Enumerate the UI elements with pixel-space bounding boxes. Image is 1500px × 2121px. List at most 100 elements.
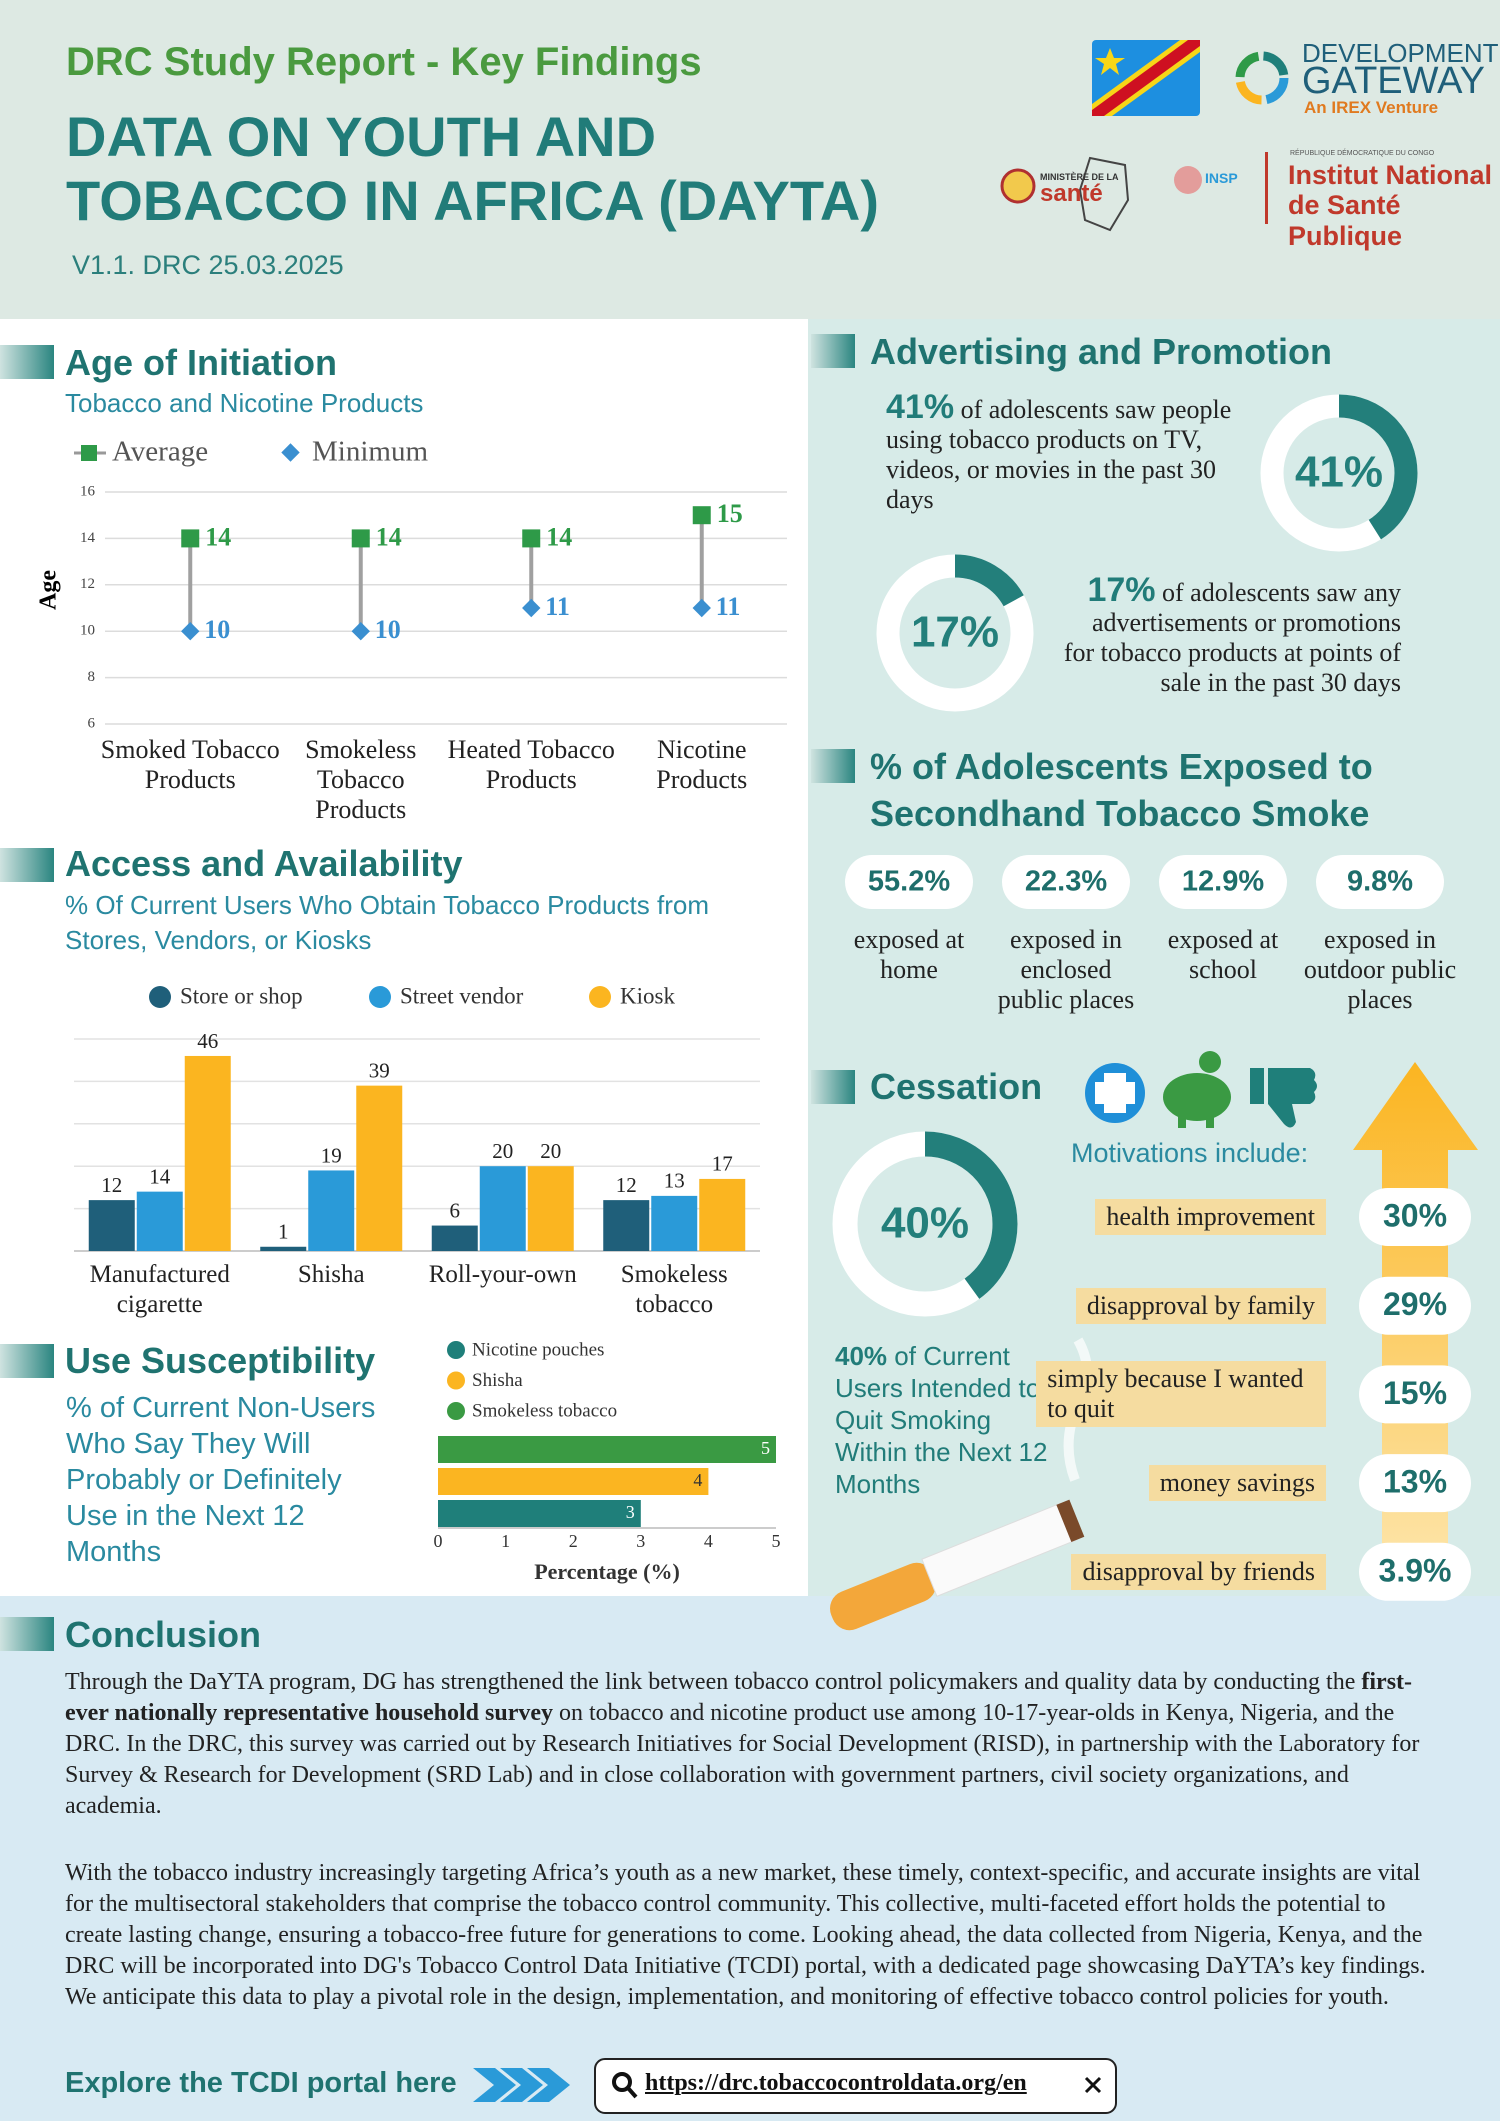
section-subtitle: Tobacco and Nicotine Products bbox=[65, 388, 424, 418]
section-marker bbox=[0, 848, 54, 882]
health-icon bbox=[1085, 1063, 1145, 1123]
data-label: 14 bbox=[546, 522, 572, 551]
y-tick-label: 8 bbox=[88, 669, 96, 685]
data-label: 14 bbox=[376, 522, 402, 551]
data-label: 10 bbox=[204, 615, 230, 644]
stat-text: 17% of adolescents saw any advertisement… bbox=[1059, 573, 1401, 698]
data-label: 6 bbox=[450, 1198, 461, 1222]
stat-value: 40% bbox=[835, 1341, 888, 1371]
data-label: 39 bbox=[369, 1058, 390, 1082]
x-tick-label: 5 bbox=[772, 1531, 781, 1551]
average-marker bbox=[522, 529, 541, 548]
version: V1.1. DRC 25.03.2025 bbox=[72, 250, 344, 280]
drc-flag bbox=[1092, 40, 1200, 116]
stat-value: 12.9% bbox=[1182, 866, 1264, 898]
bar bbox=[603, 1200, 650, 1251]
legend-symbol bbox=[369, 986, 391, 1008]
section-marker bbox=[811, 334, 855, 368]
cigarette bbox=[830, 1499, 1085, 1631]
search-icon bbox=[612, 2072, 632, 2092]
motivation-label: simply because I wanted to quit bbox=[1036, 1361, 1326, 1428]
data-label: 11 bbox=[716, 592, 741, 621]
stat-desc: exposed in enclosed public places bbox=[997, 925, 1135, 1014]
stat-desc: exposed at school bbox=[1167, 925, 1279, 984]
legend-label: Shisha bbox=[472, 1370, 523, 1391]
bar bbox=[699, 1178, 746, 1251]
left-panel bbox=[0, 319, 808, 1596]
main-title: DATA ON YOUTH AND bbox=[66, 105, 657, 168]
motivation-label: health improvement bbox=[1095, 1199, 1326, 1235]
x-tick-label: Smokeless tobacco bbox=[620, 1261, 728, 1318]
legend-label: Minimum bbox=[312, 436, 428, 468]
legend-label: Street vendor bbox=[400, 983, 524, 1008]
search-icon bbox=[626, 2086, 638, 2099]
stat-desc: exposed in outdoor public places bbox=[1303, 925, 1457, 1014]
url-box[interactable] bbox=[594, 2058, 1117, 2114]
pct-label: 30% bbox=[1383, 1197, 1447, 1233]
data-label: 11 bbox=[545, 592, 570, 621]
section-marker bbox=[811, 749, 855, 783]
data-label: 1 bbox=[278, 1220, 289, 1244]
insp-divider bbox=[1265, 152, 1268, 224]
pct-label: 29% bbox=[1383, 1286, 1447, 1322]
stat-text: 41% of adolescents saw people using toba… bbox=[886, 390, 1258, 515]
y-axis-label: Age bbox=[36, 570, 62, 610]
donut-arc bbox=[832, 1131, 1018, 1317]
paragraph: Through the DaYTA program, DG has streng… bbox=[65, 1667, 1440, 1822]
section-marker bbox=[0, 345, 54, 379]
logo-text: Institut National bbox=[1288, 160, 1492, 190]
portal-text: Explore the TCDI portal here bbox=[65, 2067, 457, 2099]
logo-text: MINISTÈRE DE LA bbox=[1040, 172, 1119, 182]
conclusion-bg bbox=[0, 1596, 1500, 2121]
pct-label: 13% bbox=[1383, 1464, 1447, 1500]
data-label: 3 bbox=[626, 1502, 635, 1522]
x-tick-label: 0 bbox=[434, 1531, 443, 1551]
bar bbox=[527, 1166, 574, 1251]
legend-symbol bbox=[81, 445, 97, 461]
data-label: 12 bbox=[616, 1173, 637, 1197]
average-marker bbox=[181, 529, 200, 548]
stat-pill bbox=[1002, 855, 1130, 909]
logo-text: INSP bbox=[1205, 170, 1238, 186]
pct-pill bbox=[1359, 1188, 1471, 1246]
pct-label: 15% bbox=[1383, 1375, 1447, 1411]
y-tick-label: 6 bbox=[88, 715, 96, 731]
x-tick-label: Manufactured cigarette bbox=[89, 1261, 230, 1318]
stat-desc: exposed at home bbox=[853, 925, 965, 984]
bar bbox=[136, 1191, 183, 1251]
average-marker bbox=[692, 506, 711, 525]
legend-label: Kiosk bbox=[620, 983, 675, 1008]
stat-desc: of adolescents saw any advertisements or… bbox=[1063, 578, 1401, 697]
section-title: % of Adolescents Exposed to Secondhand T… bbox=[870, 746, 1373, 834]
minimum-marker bbox=[692, 598, 711, 618]
motivation-label: disapproval by friends bbox=[1071, 1553, 1326, 1590]
text: Through the DaYTA program, DG has streng… bbox=[65, 1669, 1362, 1695]
x-tick-label: Heated Tobacco Products bbox=[447, 735, 615, 794]
section-subtitle: % Of Current Users Who Obtain Tobacco Pr… bbox=[65, 890, 709, 955]
legend-symbol bbox=[447, 1371, 465, 1390]
section-subtitle: % of Current Non-Users Who Say They Will… bbox=[66, 1392, 376, 1568]
pct-pill bbox=[1359, 1276, 1471, 1335]
x-tick-label: 4 bbox=[704, 1531, 713, 1551]
y-tick-label: 16 bbox=[80, 483, 96, 499]
average-marker bbox=[351, 529, 370, 548]
motivation-label: disapproval by family bbox=[1075, 1287, 1326, 1324]
x-tick-label: Shisha bbox=[297, 1261, 365, 1288]
data-label: 5 bbox=[761, 1438, 770, 1458]
text-bold: first-ever nationally representative hou… bbox=[65, 1669, 1413, 1726]
bar bbox=[438, 1500, 641, 1527]
legend-label: Nicotine pouches bbox=[472, 1339, 604, 1360]
kicker: DRC Study Report - Key Findings bbox=[66, 40, 702, 84]
url[interactable]: https://drc.tobaccocontroldata.org/en bbox=[645, 2070, 1027, 2096]
data-label: 17 bbox=[712, 1152, 733, 1176]
x-tick-label: 1 bbox=[501, 1531, 510, 1551]
data-label: 20 bbox=[540, 1139, 561, 1163]
chevrons bbox=[473, 2068, 570, 2102]
drc-map bbox=[1078, 156, 1130, 232]
header-bg bbox=[0, 0, 1500, 319]
bar bbox=[438, 1468, 709, 1495]
y-tick-label: 12 bbox=[80, 576, 95, 592]
piggy-icon bbox=[1163, 1051, 1231, 1128]
bar bbox=[308, 1170, 355, 1251]
